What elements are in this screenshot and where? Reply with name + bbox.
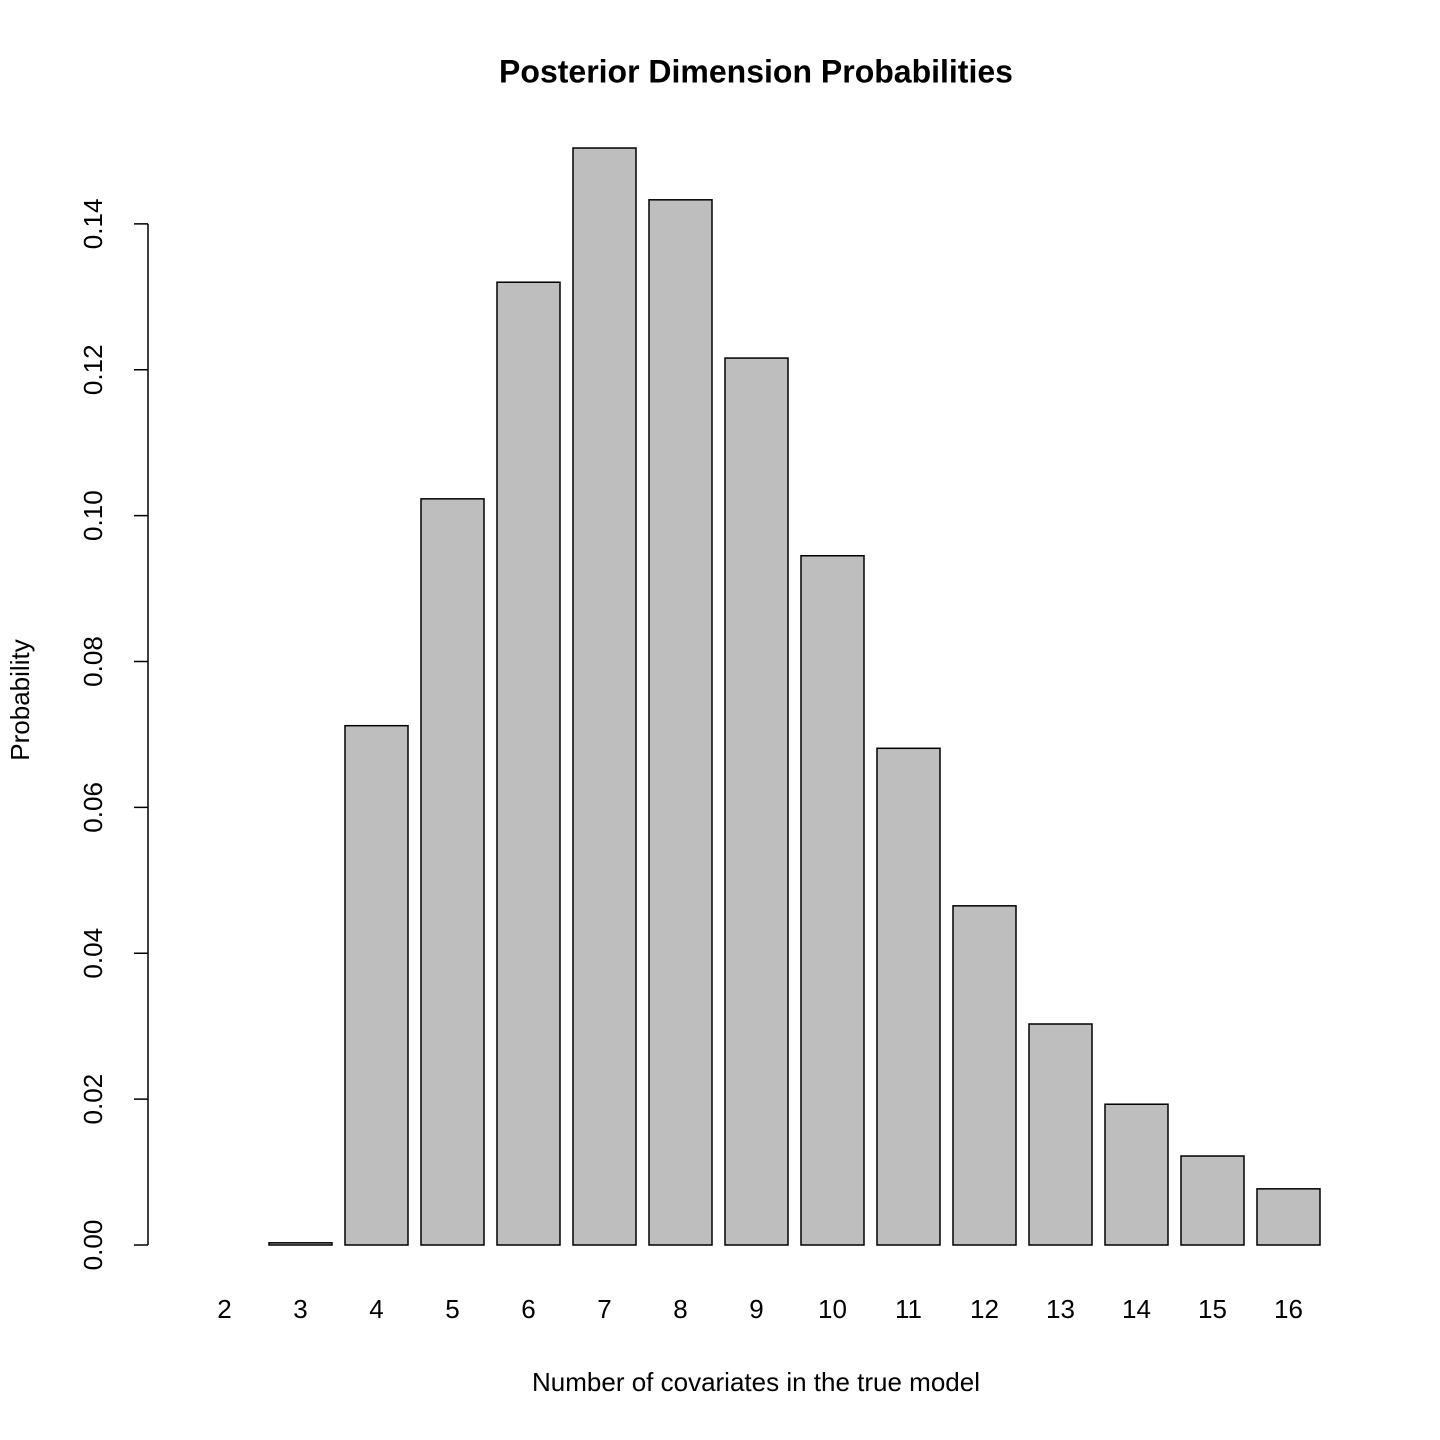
y-axis-label: Probability	[5, 639, 35, 760]
bar	[496, 281, 561, 1246]
y-tick-label: 0.02	[78, 1074, 108, 1125]
y-tick-label: 0.00	[78, 1220, 108, 1271]
x-tick-label: 11	[895, 1294, 922, 1324]
x-tick-label: 2	[217, 1294, 231, 1324]
bar	[268, 1242, 333, 1246]
x-tick-label: 9	[749, 1294, 763, 1324]
bar	[1180, 1155, 1245, 1246]
x-tick-label: 3	[293, 1294, 307, 1324]
y-tick-label: 0.04	[78, 928, 108, 979]
bar	[724, 357, 789, 1246]
y-tick-label: 0.08	[78, 636, 108, 687]
x-tick-label: 5	[445, 1294, 459, 1324]
bar	[876, 747, 941, 1246]
bar	[572, 147, 637, 1246]
bar	[800, 554, 865, 1246]
bar	[1028, 1023, 1093, 1246]
x-tick-label: 7	[597, 1294, 611, 1324]
x-tick-label: 15	[1198, 1294, 1227, 1324]
bar	[1256, 1188, 1321, 1246]
y-tick-label: 0.06	[78, 782, 108, 833]
chart-title: Posterior Dimension Probabilities	[499, 53, 1013, 89]
x-tick-label: 8	[673, 1294, 687, 1324]
bar	[344, 724, 409, 1246]
x-tick-label: 14	[1122, 1294, 1151, 1324]
y-tick-label: 0.14	[78, 199, 108, 250]
y-tick-label: 0.10	[78, 490, 108, 541]
bar	[648, 199, 713, 1246]
x-tick-label: 6	[521, 1294, 535, 1324]
x-tick-label: 10	[818, 1294, 847, 1324]
x-tick-label: 16	[1274, 1294, 1303, 1324]
x-tick-label: 4	[369, 1294, 383, 1324]
bar	[952, 905, 1017, 1246]
x-axis-label: Number of covariates in the true model	[532, 1367, 980, 1397]
bar	[420, 498, 485, 1246]
y-tick-label: 0.12	[78, 344, 108, 395]
x-tick-label: 12	[970, 1294, 999, 1324]
bar	[1104, 1103, 1169, 1246]
x-tick-label: 13	[1046, 1294, 1075, 1324]
